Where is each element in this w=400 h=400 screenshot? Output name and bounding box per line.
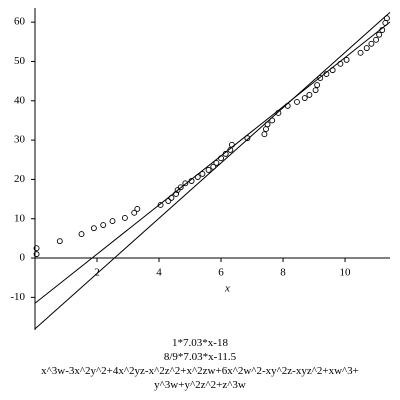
point bbox=[109, 218, 116, 225]
y-tick-label: 30 bbox=[14, 134, 26, 146]
point bbox=[157, 202, 164, 208]
point bbox=[368, 40, 375, 47]
point bbox=[188, 178, 195, 184]
point bbox=[199, 170, 206, 177]
point bbox=[78, 231, 85, 238]
point bbox=[269, 117, 276, 124]
point bbox=[121, 214, 128, 221]
point bbox=[33, 245, 40, 252]
chart: 2 4 6 8 10 -10 0 10 20 30 40 50 60 x bbox=[10, 8, 391, 330]
x-tick-label: 10 bbox=[340, 267, 352, 279]
point bbox=[329, 67, 336, 74]
point bbox=[194, 174, 201, 181]
point bbox=[244, 135, 251, 142]
x-tick-label: 2 bbox=[94, 267, 100, 279]
point bbox=[227, 146, 234, 153]
point bbox=[343, 56, 350, 63]
point bbox=[306, 91, 313, 98]
point bbox=[312, 87, 319, 94]
y-tick-label: 0 bbox=[20, 252, 26, 264]
x-axis-label: x bbox=[224, 283, 230, 295]
point bbox=[222, 150, 229, 157]
point bbox=[56, 238, 63, 245]
y-tick-label: -10 bbox=[10, 291, 25, 303]
fit-line bbox=[34, 11, 391, 330]
point bbox=[314, 82, 321, 89]
legend-entry: x^3w-3x^2y^2+4x^2yz-x^2z^2+x^2zw+6x^2w^2… bbox=[41, 365, 359, 391]
point bbox=[210, 163, 217, 170]
point bbox=[165, 198, 172, 204]
point bbox=[379, 27, 386, 33]
point bbox=[317, 75, 324, 81]
point bbox=[294, 99, 300, 105]
point bbox=[228, 141, 235, 148]
point bbox=[376, 31, 383, 38]
point bbox=[275, 110, 282, 116]
y-tick-label: 10 bbox=[14, 212, 26, 224]
y-tick-label: 50 bbox=[14, 55, 26, 67]
point bbox=[263, 126, 269, 133]
point bbox=[134, 205, 141, 212]
legend-entry: 1*7.03*x-18 bbox=[172, 337, 228, 349]
point bbox=[382, 19, 389, 26]
point bbox=[168, 194, 175, 201]
point bbox=[100, 222, 107, 228]
point bbox=[323, 71, 330, 78]
fit-line bbox=[34, 21, 391, 304]
y-tick-label: 60 bbox=[14, 16, 26, 28]
point bbox=[182, 180, 189, 187]
point bbox=[261, 131, 268, 138]
point bbox=[33, 251, 40, 258]
point bbox=[131, 209, 138, 216]
legend-entry: 8/9*7.03*x-11.5 bbox=[163, 351, 237, 363]
point bbox=[213, 159, 220, 166]
y-tick-label: 40 bbox=[14, 94, 26, 106]
point bbox=[284, 102, 291, 109]
x-tick-label: 6 bbox=[218, 267, 224, 279]
point bbox=[218, 155, 224, 162]
point bbox=[357, 49, 364, 56]
point bbox=[205, 167, 212, 173]
x-tick-label: 8 bbox=[280, 267, 286, 279]
point bbox=[363, 45, 370, 52]
point bbox=[301, 95, 308, 101]
x-tick-label: 4 bbox=[156, 267, 162, 279]
point bbox=[383, 15, 390, 22]
point bbox=[173, 191, 180, 197]
legend: 1*7.03*x-18 8/9*7.03*x-11.5 x^3w-3x^2y^2+4… bbox=[0, 336, 400, 392]
point bbox=[264, 121, 271, 128]
y-tick-label: 20 bbox=[14, 173, 26, 185]
point bbox=[373, 36, 379, 43]
point bbox=[177, 184, 184, 191]
point bbox=[337, 60, 344, 67]
point bbox=[90, 225, 97, 232]
